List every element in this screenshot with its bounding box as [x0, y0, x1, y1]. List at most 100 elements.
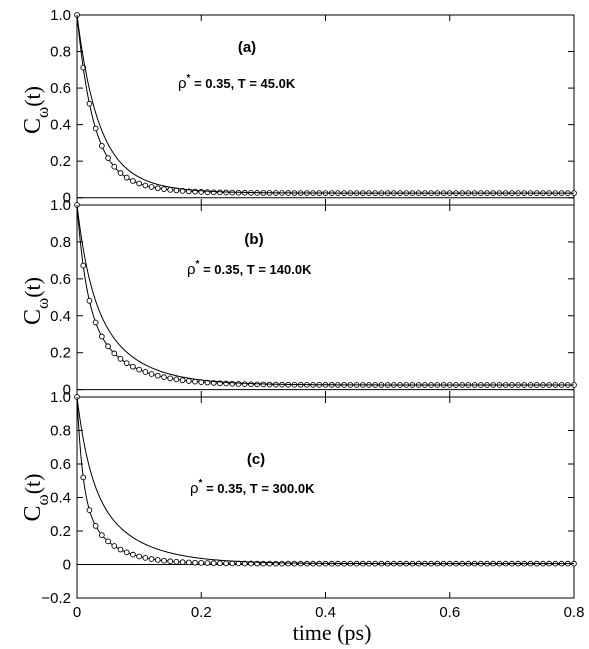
ylabel-subscript: ω [33, 107, 52, 118]
panel-tag: (a) [238, 39, 256, 56]
x-tick-label: 0 [73, 604, 81, 621]
data-point [148, 371, 155, 377]
ylabel-argument: (t) [20, 277, 45, 298]
data-point [167, 558, 174, 565]
panel-2: 0 0.2 0.4 0.6 0.8 1.0 (b) ρ* = 0.35, T = 140.0K… [20, 197, 577, 399]
data-point [130, 551, 136, 558]
data-point [105, 155, 111, 161]
data-point [92, 125, 99, 132]
rho-symbol: ρ [178, 75, 187, 92]
data-point [154, 185, 161, 192]
data-point [223, 189, 229, 196]
y-tick-label: 0.8 [50, 44, 71, 61]
annotation-superscript: * [187, 73, 191, 84]
ylabel-main: C [20, 309, 46, 325]
data-point [266, 560, 273, 567]
data-point [192, 559, 198, 566]
series-line-1 [76, 204, 574, 386]
data-point [173, 558, 180, 565]
data-point [142, 369, 149, 375]
data-point [86, 298, 93, 304]
data-point [105, 343, 111, 350]
data-point [272, 560, 279, 567]
ylabel-subscript: ω [33, 494, 52, 505]
panel-annotation: ρ* = 0.35, T = 300.0K [190, 478, 315, 497]
data-point [148, 184, 155, 190]
data-point [123, 174, 130, 181]
data-point [123, 360, 130, 367]
panel-tag: (c) [247, 451, 265, 468]
data-point [136, 366, 142, 373]
data-point [204, 560, 211, 566]
data-point [179, 377, 186, 384]
data-point [285, 560, 292, 567]
data-point [167, 186, 174, 193]
panel-3: −0.2 0 0.2 0.4 0.6 0.8 1.0 (c) ρ* = 0.35, T = 30… [20, 389, 577, 607]
series-line-1 [76, 14, 574, 194]
series-line-1 [76, 396, 574, 565]
x-tick-label: 0.8 [564, 604, 585, 621]
data-point [173, 376, 180, 383]
data-point [279, 560, 285, 567]
y-tick-label: 0.6 [50, 271, 71, 288]
data-point [161, 557, 167, 564]
x-tick-label: 0.4 [315, 604, 336, 621]
data-point [185, 559, 192, 566]
y-tick-label: 0.2 [50, 153, 71, 170]
ylabel-main: C [20, 118, 46, 134]
data-point [248, 381, 254, 388]
data-point [123, 549, 130, 556]
y-tick-label: 0.8 [50, 234, 71, 251]
data-point [179, 559, 186, 565]
data-point [229, 380, 236, 387]
data-point [130, 363, 136, 370]
data-point [167, 375, 174, 382]
y-tick-label: 0.4 [50, 490, 71, 507]
y-axis-label: Cω(t) [20, 86, 52, 134]
y-tick-label: 1.0 [50, 197, 71, 214]
data-point [217, 189, 223, 196]
data-point [204, 189, 211, 195]
data-point [291, 560, 298, 567]
y-axis-label: Cω(t) [20, 474, 52, 522]
data-point [117, 546, 124, 553]
data-point [86, 507, 93, 513]
y-tick-label: 0.4 [50, 308, 71, 325]
data-point [105, 538, 111, 545]
rho-symbol: ρ [190, 480, 199, 497]
data-point [223, 560, 229, 567]
data-point [154, 557, 161, 563]
data-point [241, 381, 248, 387]
y-axis-label: Cω(t) [20, 277, 52, 325]
data-point [161, 186, 167, 192]
data-point [117, 356, 124, 362]
annotation-superscript: * [196, 259, 200, 270]
y-tick-label: 0.4 [50, 117, 71, 134]
ylabel-main: C [20, 505, 46, 521]
plot-frame [76, 396, 575, 599]
panels: 00.20.40.60.81.0(a)ρ* = 0.35, T = 45.0KC… [20, 7, 577, 607]
data-point [117, 170, 124, 176]
panel-annotation: ρ* = 0.35, T = 140.0K [187, 259, 312, 278]
data-point [142, 182, 149, 189]
data-point [130, 178, 136, 184]
data-point [229, 560, 236, 567]
y-tick-label: 0 [63, 382, 71, 399]
x-tick-label: 0.2 [191, 604, 212, 621]
x-axis-ticks: 0 0.2 0.4 0.6 0.8 [73, 604, 585, 621]
annotation-text: = 0.35, T = 140.0K [199, 262, 312, 277]
data-point [210, 189, 217, 196]
data-point [254, 381, 261, 388]
series-line-2 [76, 204, 574, 386]
y-tick-label: 0.2 [50, 345, 71, 362]
data-point [185, 378, 192, 384]
data-point [217, 560, 223, 567]
plot-frame [76, 14, 575, 206]
panel-1: 0 0.2 0.4 0.6 0.8 1.0 (a) ρ* = 0.35, T = 45.0K C… [20, 7, 577, 207]
data-point [198, 560, 205, 566]
series-line-2 [76, 14, 574, 194]
data-point [98, 532, 105, 538]
annotation-text: = 0.35, T = 45.0K [190, 76, 295, 91]
data-point [148, 556, 155, 562]
